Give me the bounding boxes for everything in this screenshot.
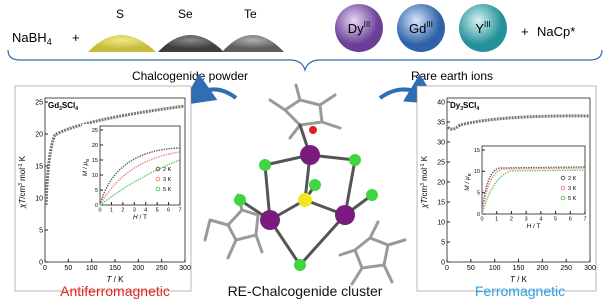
x-tick-label: 100 <box>489 265 501 272</box>
right-plot: 0501001502002503000510152025303540Dy3SCl… <box>417 86 596 291</box>
x-tick-label: 2 <box>510 217 513 223</box>
x-tick-label: 250 <box>156 265 168 272</box>
x-tick-label: 6 <box>167 208 170 214</box>
x-tick-label: 2 <box>121 208 124 214</box>
y-tick-label: 5 <box>477 191 480 197</box>
caption: Rare earth ions <box>411 69 493 83</box>
x-tick-label: 300 <box>584 265 596 272</box>
reagents: NaBH4 + S Se Te DyIII GdIII YIII + NaCp*… <box>8 4 602 83</box>
x-tick-label: 5 <box>156 208 159 214</box>
y-tick-label: 20 <box>437 179 445 186</box>
caption: Chalcogenide powder <box>132 69 248 83</box>
x-tick-label: 300 <box>179 265 191 272</box>
molecule <box>205 85 405 284</box>
y-tick-label: 15 <box>92 158 98 164</box>
y-tick-label: 25 <box>35 99 43 106</box>
x-tick-label: 7 <box>178 208 181 214</box>
x-tick-label: 50 <box>467 265 475 272</box>
y-axis-label: χT/cm3 mol-1 K <box>18 155 27 209</box>
x-tick-label: 0 <box>98 208 101 214</box>
x-tick-label: 4 <box>144 208 147 214</box>
y-tick-label: 10 <box>474 169 480 175</box>
plus: + <box>72 30 80 45</box>
x-tick-label: 7 <box>583 217 586 223</box>
powder-label: Se <box>178 7 193 21</box>
y-tick-label: 15 <box>474 148 480 154</box>
plus: + <box>521 24 529 39</box>
arrow <box>195 89 236 98</box>
powder-label: S <box>116 7 124 21</box>
y-tick-label: 20 <box>92 143 98 149</box>
property-label: Ferromagnetic <box>475 283 565 299</box>
x-tick-label: 100 <box>86 265 98 272</box>
y-tick-label: 5 <box>95 188 98 194</box>
sulfur-powder <box>88 35 156 52</box>
x-tick-label: 1 <box>495 217 498 223</box>
legend-label: 2 K <box>568 176 577 182</box>
x-tick-label: 200 <box>132 265 144 272</box>
y-tick-label: 10 <box>92 173 98 179</box>
y-tick-label: 25 <box>437 159 445 166</box>
legend-label: 2 K <box>163 167 172 173</box>
x-tick-label: 3 <box>525 217 528 223</box>
y-tick-label: 15 <box>437 199 445 206</box>
cluster-label: RE-Chalcogenide cluster <box>228 283 383 299</box>
reagent: NaBH4 <box>12 30 52 47</box>
x-tick-label: 3 <box>133 208 136 214</box>
property-label: Antiferromagnetic <box>60 283 170 299</box>
legend-label: 5 K <box>163 187 172 193</box>
brace <box>8 50 602 70</box>
x-tick-label: 250 <box>560 265 572 272</box>
y-tick-label: 10 <box>437 219 445 226</box>
y-tick-label: 5 <box>441 239 445 246</box>
y-tick-label: 35 <box>437 119 445 126</box>
legend-label: 3 K <box>163 177 172 183</box>
x-tick-label: 0 <box>480 217 483 223</box>
y-tick-label: 15 <box>35 163 43 170</box>
x-tick-label: 200 <box>536 265 548 272</box>
powder-label: Te <box>244 7 257 21</box>
x-tick-label: 50 <box>64 265 72 272</box>
y-axis-label: χT/cm3 mol-1 K <box>420 155 429 209</box>
inset-x-label: H / T <box>133 214 147 221</box>
y-tick-label: 0 <box>39 259 43 266</box>
x-tick-label: 4 <box>539 217 542 223</box>
y-tick-label: 0 <box>441 259 445 266</box>
x-tick-label: 150 <box>513 265 525 272</box>
graphic: NaBH4 + S Se Te DyIII GdIII YIII + NaCp*… <box>0 0 610 302</box>
x-tick-label: 5 <box>554 217 557 223</box>
legend-label: 3 K <box>568 186 577 192</box>
x-tick-label: 1 <box>110 208 113 214</box>
x-tick-label: 0 <box>43 265 47 272</box>
y-tick-label: 5 <box>39 227 43 234</box>
x-tick-label: 6 <box>569 217 572 223</box>
ligand: NaCp* <box>537 24 575 39</box>
legend-label: 5 K <box>568 196 577 202</box>
x-tick-label: 150 <box>109 265 121 272</box>
y-tick-label: 0 <box>477 212 480 218</box>
y-tick-label: 40 <box>437 99 445 106</box>
y-tick-label: 30 <box>437 139 445 146</box>
y-tick-label: 20 <box>35 131 43 138</box>
y-tick-label: 10 <box>35 195 43 202</box>
inset-x-label: H / T <box>527 223 541 230</box>
tellurium-powder <box>222 35 284 52</box>
y-tick-label: 0 <box>95 203 98 209</box>
selenium-powder <box>158 35 224 52</box>
y-tick-label: 25 <box>92 128 98 134</box>
x-tick-label: 0 <box>445 265 449 272</box>
